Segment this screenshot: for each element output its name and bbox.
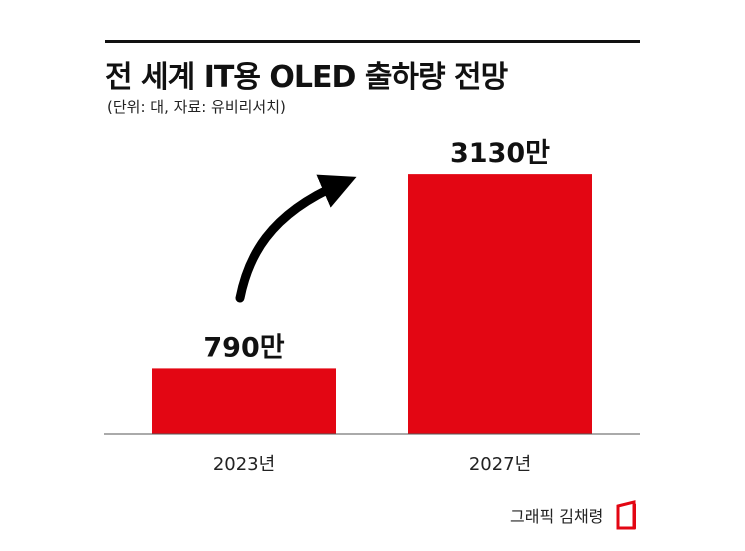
graphic-credit: 그래픽 김채령 — [510, 507, 604, 526]
bar-1 — [408, 174, 592, 434]
growth-arrow — [235, 174, 357, 303]
top-rule — [105, 40, 640, 43]
data-label-1: 3130만 — [450, 138, 550, 169]
category-label-1: 2027년 — [469, 454, 531, 475]
bar-0 — [152, 368, 336, 434]
chart-title: 전 세계 IT용 OLED 출하량 전망 — [105, 60, 508, 95]
bars-group — [152, 174, 592, 434]
category-label-0: 2023년 — [213, 454, 275, 475]
labels-group: 790만 2023년 3130만 2027년 — [203, 138, 550, 475]
chart-subtitle: (단위: 대, 자료: 유비리서치) — [107, 98, 286, 116]
publisher-logo-icon — [616, 500, 636, 530]
data-label-0: 790만 — [203, 332, 284, 363]
